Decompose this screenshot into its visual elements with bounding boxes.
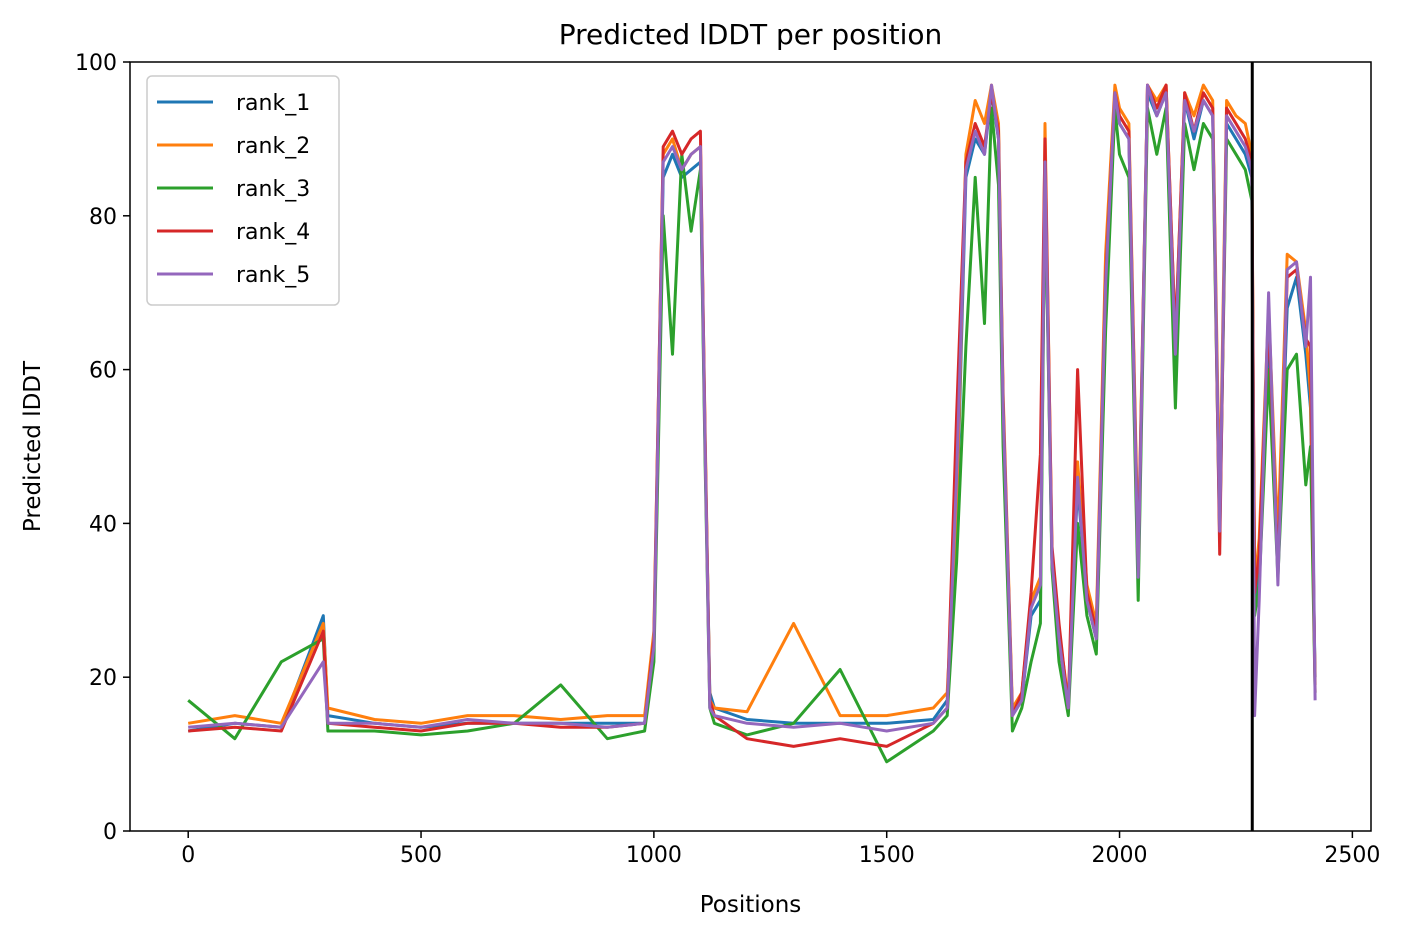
series-lines	[187, 83, 1317, 764]
y-tick-label: 60	[89, 359, 117, 384]
legend-label-rank_2: rank_2	[236, 134, 310, 159]
legend-label-rank_3: rank_3	[236, 177, 310, 202]
plot-frame	[129, 61, 1372, 832]
x-axis-ticks: 0 500 1000 1500 2000 2500	[181, 831, 1380, 868]
y-tick-label: 0	[103, 820, 117, 845]
y-axis-ticks: 0 20 40 60 80 100	[75, 51, 130, 845]
y-tick-label: 80	[89, 205, 117, 230]
x-tick-label: 0	[181, 843, 195, 868]
x-tick-label: 1500	[859, 843, 915, 868]
legend: rank_1 rank_2 rank_3 rank_4 rank_5	[146, 75, 340, 306]
legend-label-rank_5: rank_5	[236, 263, 310, 288]
x-axis-label: Positions	[700, 892, 802, 918]
series-line-rank_5	[188, 83, 1317, 733]
x-tick-label: 500	[400, 843, 442, 868]
y-tick-label: 40	[89, 512, 117, 537]
x-tick-label: 2500	[1324, 843, 1380, 868]
legend-box	[146, 75, 340, 306]
y-tick-label: 20	[89, 666, 117, 691]
chart-title: Predicted lDDT per position	[559, 18, 943, 51]
x-tick-label: 1000	[626, 843, 682, 868]
x-tick-label: 2000	[1092, 843, 1148, 868]
legend-label-rank_1: rank_1	[236, 91, 310, 116]
y-tick-label: 100	[75, 51, 117, 76]
series-line-rank_3	[187, 106, 1317, 764]
legend-label-rank_4: rank_4	[236, 220, 310, 245]
y-axis-label: Predicted lDDT	[20, 360, 46, 532]
